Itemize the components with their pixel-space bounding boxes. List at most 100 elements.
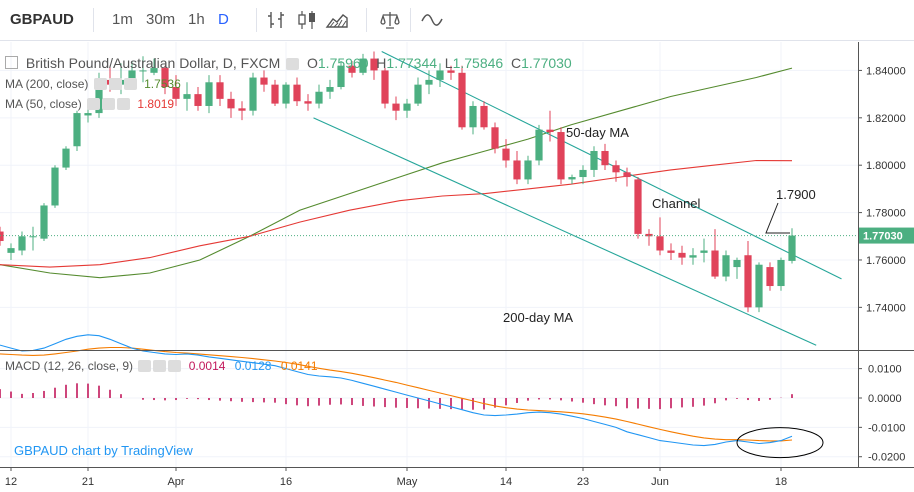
ma50-label: MA (50, close) xyxy=(5,97,82,111)
candle-body xyxy=(469,105,477,128)
annotations: 50-day MA 200-day MA Channel 1.7900 xyxy=(503,125,816,325)
candle-body xyxy=(359,58,367,73)
symbol-label[interactable]: GBPAUD xyxy=(10,11,74,28)
eye-icon[interactable] xyxy=(138,360,152,372)
chart-annotation: 1.7900 xyxy=(776,187,816,202)
macd-crossover-circle xyxy=(736,427,824,459)
tradingview-watermark[interactable]: GBPAUD chart by TradingView xyxy=(14,443,193,458)
target-pointer-line xyxy=(765,202,790,234)
time-tick-label: Jun xyxy=(651,476,669,488)
interval-d-button[interactable]: D xyxy=(218,11,229,28)
candles-chart-icon[interactable] xyxy=(295,9,319,31)
macd-tick-label: 0.0000 xyxy=(868,393,902,405)
chart-annotation: 200-day MA xyxy=(503,310,573,325)
close-value: 1.77030 xyxy=(521,55,572,71)
candle-body xyxy=(612,165,620,173)
high-value: 1.77344 xyxy=(386,55,438,71)
candle-body xyxy=(205,82,213,106)
candle-body xyxy=(667,250,675,253)
candle-body xyxy=(722,255,730,277)
low-value: 1.75846 xyxy=(452,55,504,71)
collapse-legend-icon[interactable] xyxy=(5,56,18,69)
macd-line xyxy=(0,334,793,447)
candle-body xyxy=(172,87,180,99)
time-tick-label: 16 xyxy=(280,476,292,488)
area-chart-icon[interactable] xyxy=(325,9,349,31)
candle-body xyxy=(161,68,169,88)
candle-body xyxy=(249,77,257,111)
main-legend: British Pound/Australian Dollar, D, FXCM… xyxy=(5,55,572,71)
toolbar-separator xyxy=(410,8,411,32)
interval-30m-button[interactable]: 30m xyxy=(146,11,176,28)
candle-body xyxy=(689,255,697,258)
candle-body xyxy=(557,132,565,180)
candle-body xyxy=(40,205,48,239)
close-icon[interactable] xyxy=(168,360,182,372)
candle-body xyxy=(183,94,191,99)
toolbar-separator xyxy=(256,8,257,32)
macd-tick-label: -0.0200 xyxy=(868,452,905,464)
candle-body xyxy=(282,84,290,104)
macd-value: 0.0128 xyxy=(234,359,272,373)
chart-annotation: Channel xyxy=(652,196,701,211)
channel-lines xyxy=(313,50,842,346)
candle-body xyxy=(623,172,631,178)
candle-body xyxy=(150,68,158,73)
candle-body xyxy=(51,167,59,206)
candle-body xyxy=(95,79,103,114)
candle-body xyxy=(634,179,642,234)
price-tick-label: 1.76000 xyxy=(866,255,906,267)
candle-body xyxy=(227,98,235,109)
price-tick-label: 1.80000 xyxy=(866,160,906,172)
time-tick-label: Apr xyxy=(167,476,184,488)
interval-1m-button[interactable]: 1m xyxy=(112,11,133,28)
candle-body xyxy=(568,177,576,180)
indicators-wave-icon[interactable] xyxy=(420,9,444,31)
toolbar-separator xyxy=(366,8,367,32)
candle-body xyxy=(678,252,686,258)
eye-icon[interactable] xyxy=(87,98,101,110)
candle-body xyxy=(425,79,433,85)
toolbar-separator xyxy=(93,8,94,32)
candle-body xyxy=(216,82,224,99)
compare-scale-icon[interactable] xyxy=(378,9,402,31)
candle-body xyxy=(260,77,268,85)
time-tick-label: 23 xyxy=(577,476,589,488)
candle-body xyxy=(524,160,532,180)
channel-upper-line xyxy=(381,50,842,280)
settings-icon[interactable] xyxy=(108,78,122,90)
candle-body xyxy=(744,255,752,308)
candle-body xyxy=(194,94,202,106)
candle-body xyxy=(304,101,312,104)
series-title: British Pound/Australian Dollar, D, FXCM xyxy=(25,55,281,71)
candle-body xyxy=(62,148,70,168)
settings-icon[interactable] xyxy=(153,360,167,372)
time-tick-label: 21 xyxy=(82,476,94,488)
high-label: H xyxy=(376,55,387,71)
candle-body xyxy=(711,250,719,277)
close-icon[interactable] xyxy=(123,78,137,90)
eye-icon[interactable] xyxy=(93,78,107,90)
price-tick-label: 1.84000 xyxy=(866,65,906,77)
eye-icon[interactable] xyxy=(286,58,300,70)
settings-icon[interactable] xyxy=(102,98,116,110)
low-label: L xyxy=(444,55,453,71)
candle-body xyxy=(73,113,81,147)
bars-chart-icon[interactable] xyxy=(265,9,289,31)
candle-body xyxy=(458,72,466,128)
candle-body xyxy=(700,250,708,253)
candle-body xyxy=(546,129,554,133)
current-price-label: 1.77030 xyxy=(863,231,903,243)
price-tick-label: 1.78000 xyxy=(866,208,906,220)
channel-lower-line xyxy=(313,117,817,346)
candle-body xyxy=(271,84,279,104)
candle-body xyxy=(502,148,510,161)
interval-1h-button[interactable]: 1h xyxy=(188,11,205,28)
price-tick-label: 1.74000 xyxy=(866,302,906,314)
candle-body xyxy=(777,259,785,287)
time-tick-label: 14 xyxy=(500,476,512,488)
toolbar: GBPAUD 1m 30m 1h D xyxy=(0,0,914,41)
close-icon[interactable] xyxy=(117,98,131,110)
macd-pane xyxy=(0,334,824,459)
